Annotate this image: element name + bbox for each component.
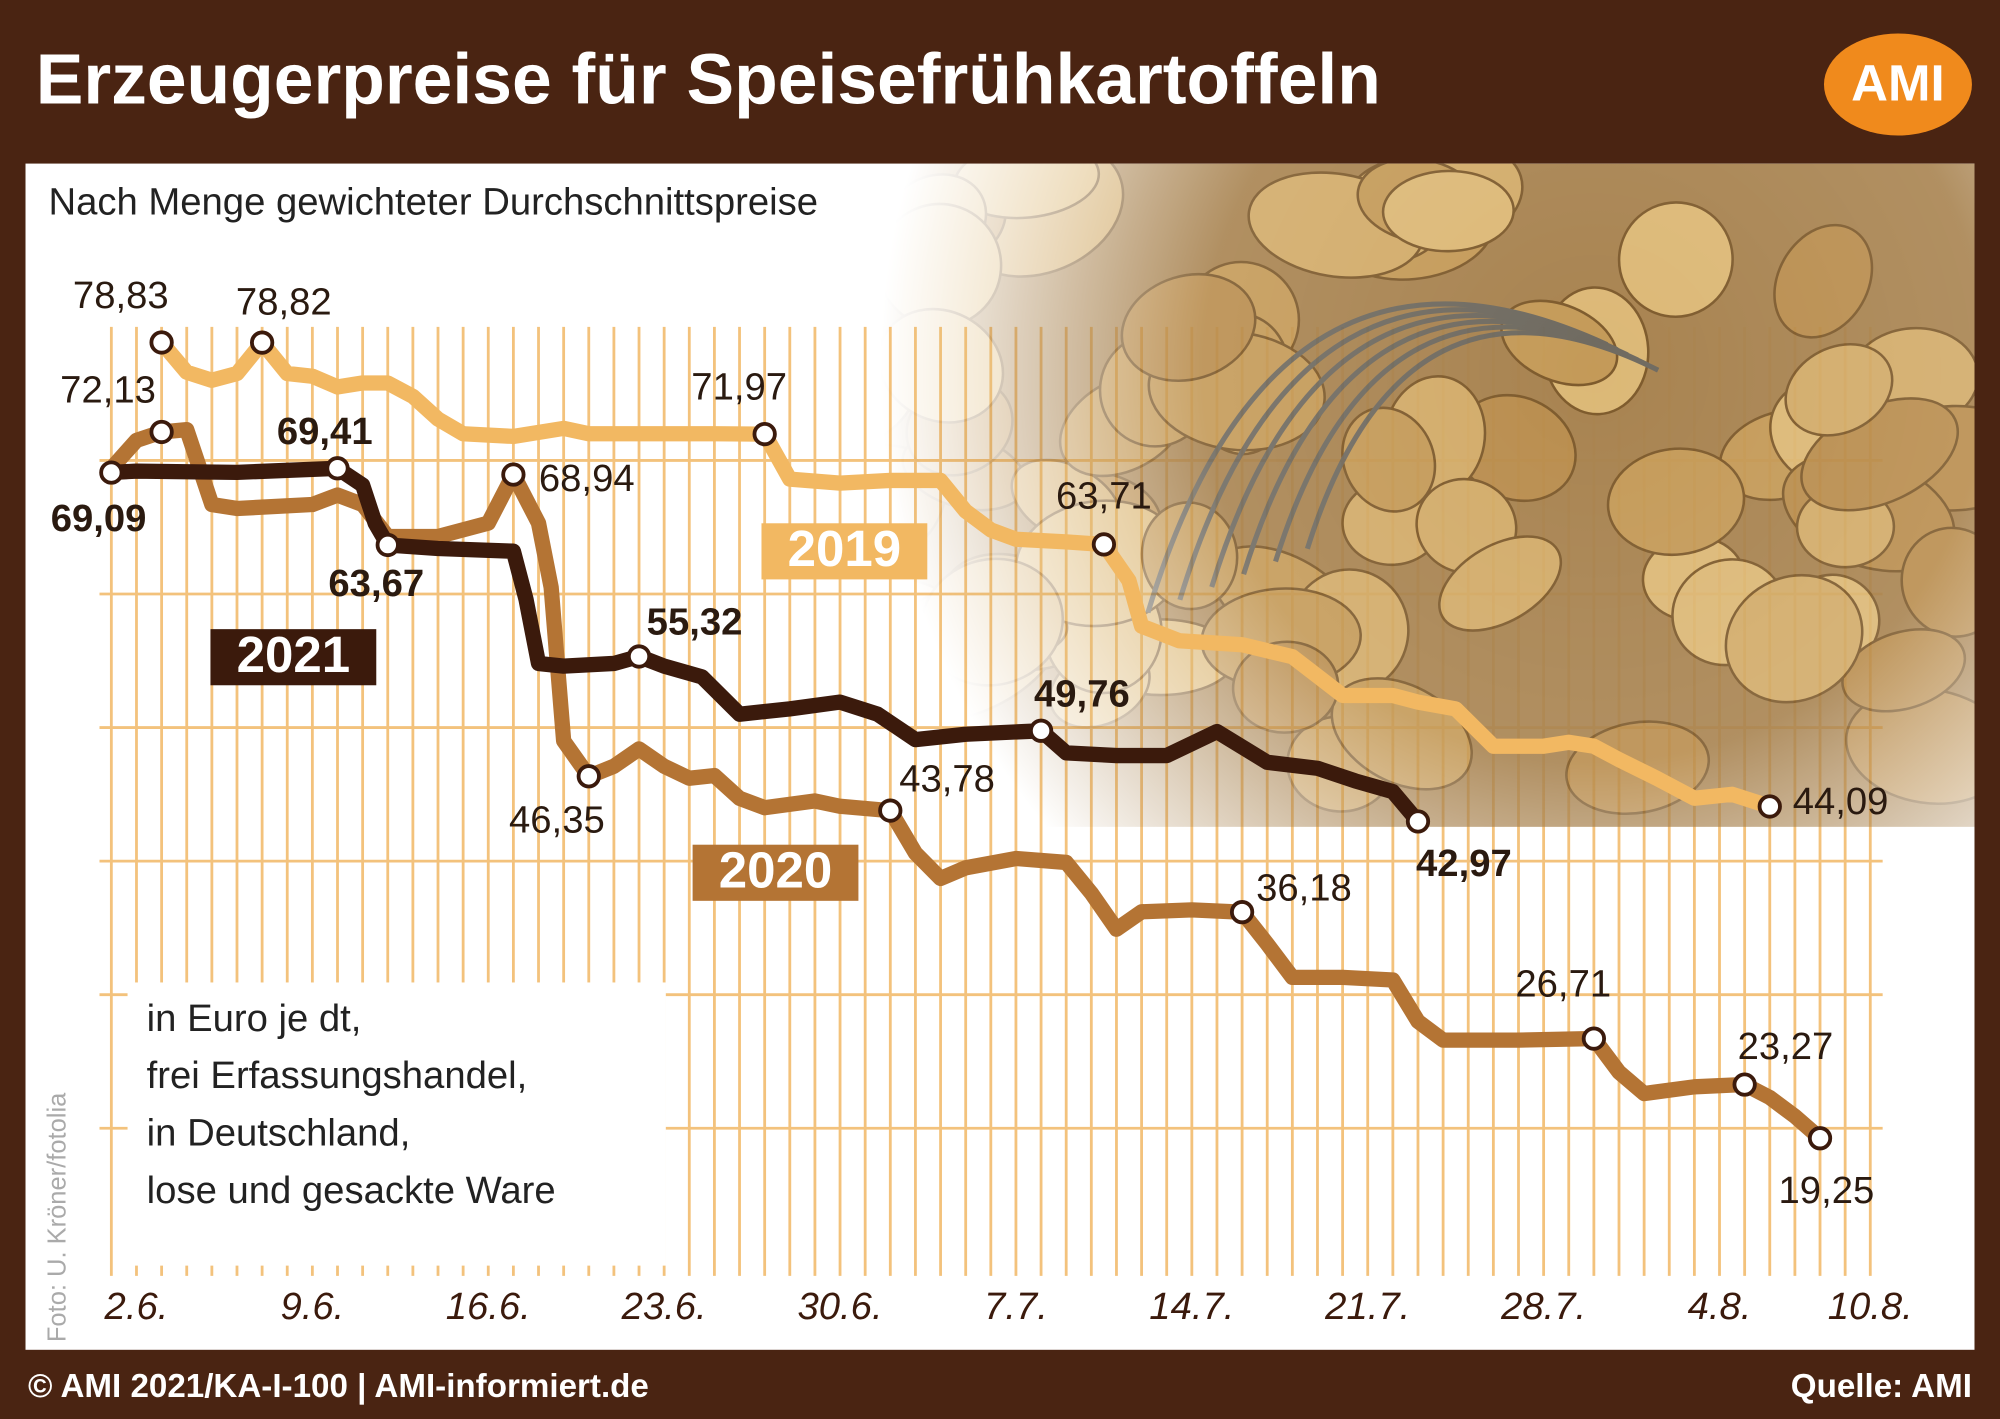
- point-marker: [752, 421, 777, 447]
- x-tick-label: 14.7.: [1149, 1285, 1234, 1328]
- potato: [1120, 272, 1257, 383]
- point-marker: [501, 462, 526, 487]
- copyright: © AMI 2021/KA-I-100 | AMI-informiert.de: [28, 1368, 649, 1405]
- photo: [781, 163, 1975, 827]
- x-tick-label: 4.8.: [1688, 1285, 1752, 1328]
- legend-box: [761, 523, 928, 580]
- potato: [1341, 406, 1437, 513]
- potato: [877, 307, 1005, 424]
- data-label: 19,25: [1779, 1169, 1875, 1212]
- basket-wire: [1304, 330, 1660, 550]
- point-marker: [149, 330, 174, 355]
- note-line: frei Erfassungshandel,: [147, 1054, 528, 1097]
- point-marker: [249, 330, 275, 355]
- point-marker: [1028, 718, 1054, 743]
- data-label: 78,83: [73, 274, 169, 317]
- x-tick-label: 21.7.: [1324, 1285, 1410, 1328]
- potato: [920, 557, 1065, 687]
- point-marker: [1807, 1126, 1833, 1151]
- note: in Euro je dt, frei Erfassungshandel, in D…: [147, 997, 556, 1212]
- point-marker: [325, 456, 350, 481]
- data-label: 44,09: [1793, 780, 1889, 823]
- potato: [1438, 535, 1563, 632]
- series-line: [103, 460, 1426, 830]
- potato: [1724, 573, 1864, 704]
- point-marker: [1091, 532, 1117, 557]
- note-line: lose und gesackte Ware: [147, 1169, 556, 1212]
- data-label: 69,09: [51, 497, 147, 540]
- legend-label: 2021: [237, 626, 351, 683]
- photo-credit: Foto: U. Kröner/fotolia: [43, 1092, 71, 1342]
- point-marker: [1732, 1072, 1757, 1097]
- potato: [1900, 526, 1975, 638]
- legend-box: [210, 629, 377, 686]
- plot: 2019 2020 2021 78,83 78,82 71,97 63,71 44,09 72,…: [51, 274, 1889, 1212]
- data-label: 55,32: [647, 601, 743, 644]
- potato: [1606, 447, 1746, 557]
- x-tick-label: 28.7.: [1500, 1285, 1586, 1328]
- point-marker: [1757, 794, 1782, 819]
- series-line: [153, 334, 1778, 815]
- data-label: 78,82: [236, 280, 332, 323]
- point-marker: [1229, 900, 1255, 925]
- legend-label: 2020: [719, 842, 833, 899]
- data-label: 68,94: [539, 457, 635, 500]
- data-label: 72,13: [60, 369, 156, 412]
- point-marker: [1405, 809, 1431, 834]
- potato: [1773, 223, 1874, 339]
- point-marker: [99, 460, 124, 485]
- point-marker: [1581, 1026, 1606, 1051]
- data-label: 42,97: [1416, 842, 1512, 885]
- basket-wire: [1145, 301, 1609, 614]
- x-tick-label: 10.8.: [1828, 1285, 1913, 1328]
- legend-box: [692, 844, 859, 901]
- x-tick-label: 9.6.: [280, 1285, 344, 1328]
- data-label: 26,71: [1515, 962, 1611, 1005]
- source: Quelle: AMI: [1791, 1368, 1972, 1405]
- x-tick-label: 2.6.: [104, 1285, 169, 1328]
- point-marker: [149, 419, 174, 445]
- note-line: in Deutschland,: [147, 1112, 411, 1155]
- point-marker: [626, 644, 652, 669]
- potato: [1617, 201, 1734, 319]
- x-tick-label: 16.6.: [446, 1285, 531, 1328]
- note-line: in Euro je dt,: [147, 997, 362, 1040]
- logo: AMI: [1851, 55, 1945, 112]
- data-label: 36,18: [1256, 867, 1352, 910]
- point-marker: [375, 532, 400, 558]
- x-tick-label: 30.6.: [798, 1285, 883, 1328]
- potato: [1381, 169, 1515, 253]
- legend-label: 2019: [788, 520, 902, 577]
- subtitle: Nach Menge gewichteter Durchschnittsprei…: [48, 181, 818, 224]
- logo-badge: [1823, 33, 1972, 136]
- data-label: 23,27: [1738, 1025, 1834, 1068]
- data-label: 63,67: [328, 562, 424, 605]
- data-label: 46,35: [509, 798, 605, 841]
- chart-title: Erzeugerpreise für Speisefrühkartoffeln: [36, 39, 1381, 119]
- data-label: 63,71: [1056, 475, 1152, 518]
- potato: [1841, 628, 1967, 713]
- x-tick-label: 23.6.: [621, 1285, 707, 1328]
- point-marker: [576, 764, 601, 789]
- data-label: 69,41: [277, 410, 373, 453]
- data-label: 43,78: [899, 757, 995, 800]
- point-marker: [878, 798, 903, 823]
- note-box: [127, 982, 666, 1266]
- potato: [1784, 342, 1894, 437]
- x-tick-label: 7.7.: [984, 1285, 1048, 1328]
- data-label: 49,76: [1034, 672, 1130, 715]
- data-label: 71,97: [691, 366, 787, 409]
